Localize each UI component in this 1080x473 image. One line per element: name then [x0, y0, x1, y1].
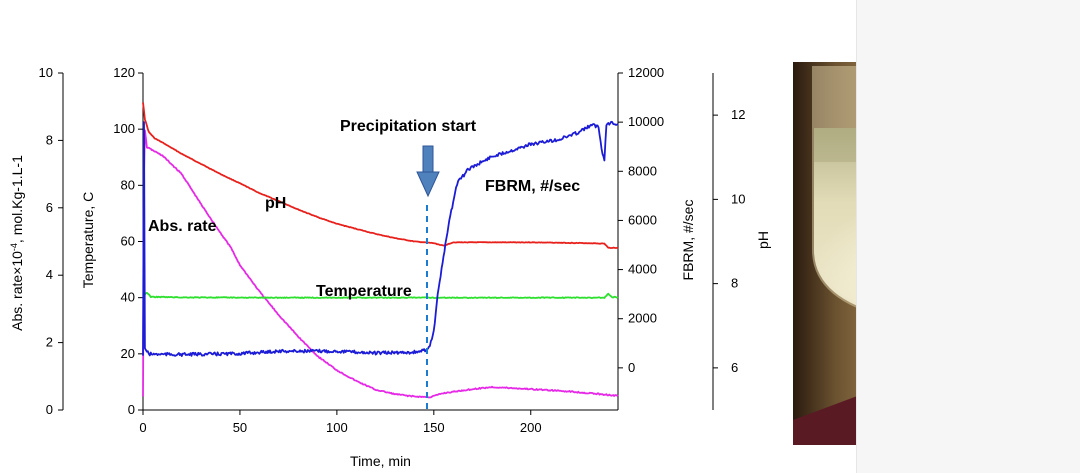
ph-tick-label: 12: [731, 107, 745, 122]
temperature-tick-label: 20: [121, 346, 135, 361]
fbrm-tick-label: 0: [628, 360, 635, 375]
x-tick-label: 150: [423, 420, 445, 435]
right-margin-panel: [856, 0, 1080, 473]
fbrm-axis-label: FBRM, #/sec: [680, 200, 696, 281]
annotation-fbrm: FBRM, #/sec: [485, 178, 580, 195]
ph-tick-label: 6: [731, 360, 738, 375]
abs-rate-tick-label: 2: [46, 335, 53, 350]
x-axis-label: Time, min: [350, 453, 411, 469]
temperature-tick-label: 60: [121, 234, 135, 249]
precipitation-arrow-icon: [416, 145, 440, 198]
series-ph-line: [142, 102, 619, 249]
x-tick-label: 0: [139, 420, 146, 435]
fbrm-tick-label: 8000: [628, 163, 657, 178]
fbrm-tick-label: 12000: [628, 65, 664, 80]
abs-rate-tick-label: 0: [46, 402, 53, 417]
x-tick-label: 200: [520, 420, 542, 435]
x-tick-label: 50: [233, 420, 247, 435]
fbrm-tick-label: 2000: [628, 311, 657, 326]
series-fbrm-sec-line: [142, 120, 619, 357]
abs-rate-tick-label: 10: [39, 65, 53, 80]
annotation-abs-rate: Abs. rate: [148, 218, 217, 235]
annotation-temperature: Temperature: [316, 283, 412, 300]
temperature-tick-label: 80: [121, 177, 135, 192]
ph-tick-label: 8: [731, 276, 738, 291]
temperature-tick-label: 0: [128, 402, 135, 417]
fbrm-tick-label: 6000: [628, 212, 657, 227]
fbrm-tick-label: 10000: [628, 114, 664, 129]
annotation-ph: pH: [265, 195, 286, 212]
temperature-tick-label: 40: [121, 290, 135, 305]
abs-rate-tick-label: 8: [46, 132, 53, 147]
annotation-precipitation-start: Precipitation start: [340, 118, 477, 135]
ph-axis-label: pH: [755, 231, 771, 249]
series-abs-rate-line: [142, 129, 619, 399]
temperature-tick-label: 100: [113, 121, 135, 136]
series-temperature-line: [142, 291, 619, 299]
abs-rate-tick-label: 4: [46, 267, 53, 282]
temperature-axis-label: Temperature, C: [80, 192, 96, 288]
abs-rate-tick-label: 6: [46, 200, 53, 215]
series-layer: [142, 102, 619, 399]
fbrm-tick-label: 4000: [628, 262, 657, 277]
temperature-tick-label: 120: [113, 65, 135, 80]
x-tick-label: 100: [326, 420, 348, 435]
ph-tick-label: 10: [731, 191, 745, 206]
abs-rate-axis-label: Abs. rate×10-4, mol.Kg-1.L-1: [9, 155, 25, 331]
annotations: Precipitation start pH Abs. rate Tempera…: [148, 118, 580, 410]
